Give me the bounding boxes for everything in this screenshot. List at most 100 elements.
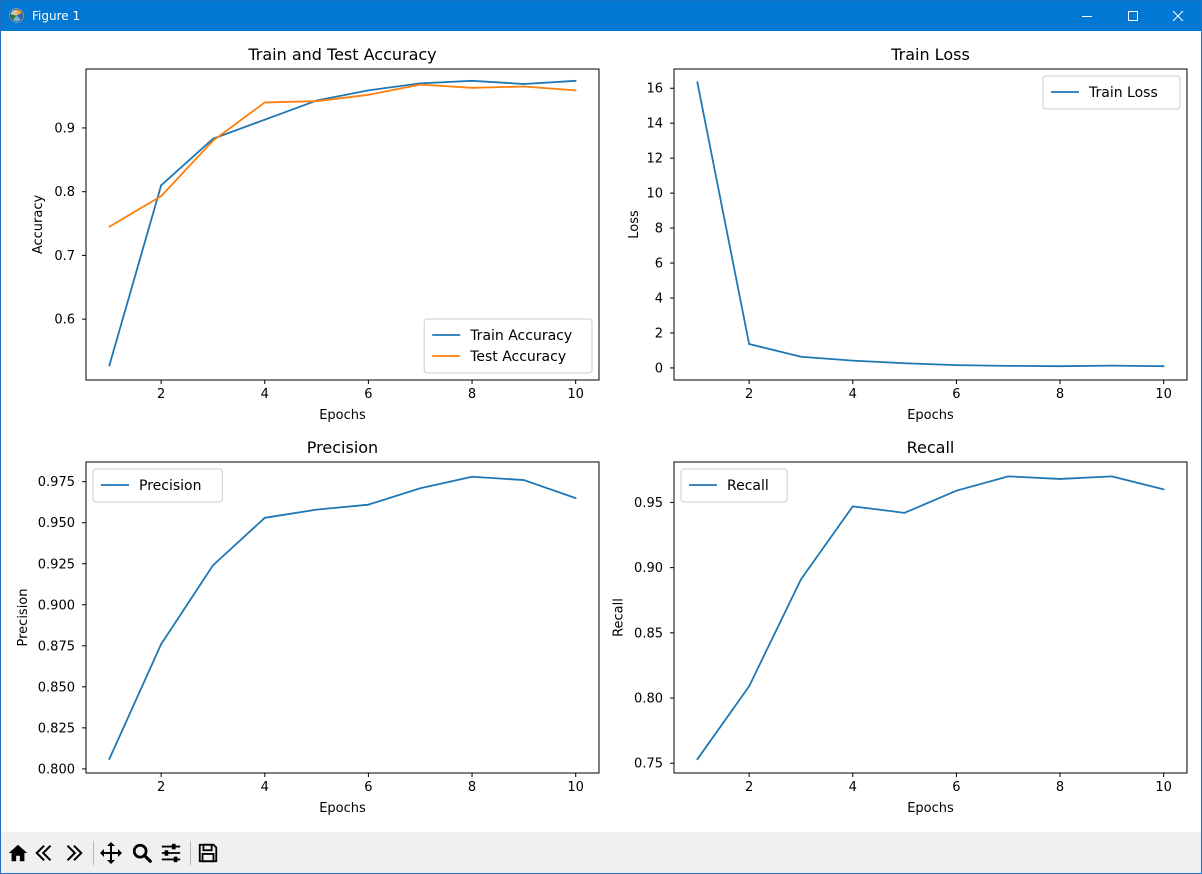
x-tick-label: 6 [952,387,960,402]
save-button[interactable] [195,840,221,866]
x-tick-label: 4 [261,387,269,402]
y-tick-label: 14 [646,117,663,132]
y-tick-label: 0.80 [634,692,663,707]
data-point [419,83,422,86]
data-point [367,503,370,506]
y-tick-label: 8 [655,222,663,237]
window-title: Figure 1 [32,9,81,23]
data-point [108,758,111,760]
back-arrow-icon [35,844,52,862]
axes-frame [85,461,600,774]
series-line-1 [696,475,1164,760]
y-tick-label: 2 [655,326,663,341]
close-icon [1172,10,1184,22]
y-tick-label: 0.75 [634,757,663,772]
data-point [851,359,854,362]
x-tick-label: 10 [1155,780,1172,795]
data-point [315,508,318,511]
data-point [955,364,958,367]
legend-box [423,318,593,374]
data-point [263,516,266,519]
x-tick-label: 2 [745,780,753,795]
legend-label: Recall [727,478,769,494]
y-axis-label: Accuracy [31,195,46,255]
pan-move-icon [100,842,122,864]
y-tick-label: 16 [646,82,663,97]
x-tick-label: 2 [745,387,753,402]
data-point [471,475,473,478]
configure-subplots-icon [161,843,181,863]
data-point [696,81,699,84]
back-button[interactable] [32,840,58,866]
axes-frame [673,461,1188,774]
x-tick-label: 4 [261,780,269,795]
legend: Train Accuracy Test Accuracy [423,318,593,374]
chart-title: Recall [907,438,955,457]
data-point [696,758,699,761]
y-tick-label: 0.6 [54,313,75,328]
maximize-button[interactable] [1110,1,1156,31]
legend-label: Train Loss [1088,85,1158,101]
data-point [160,195,163,198]
y-tick-label: 0.975 [38,475,75,490]
x-tick-label: 4 [849,780,857,795]
data-point [851,505,854,508]
data-point [903,511,906,514]
data-point [367,89,370,92]
matplotlib-logo-icon [9,8,24,23]
legend-box [680,468,788,503]
y-tick-label: 0.9 [54,121,75,136]
data-point [1162,365,1165,368]
minimize-button[interactable] [1064,1,1110,31]
zoom-magnifier-icon [132,843,152,863]
legend-box [1042,75,1181,110]
data-point [160,643,163,646]
home-button[interactable] [5,840,31,866]
subplot-2: Train Loss 2 4 6 8 10 Epochs 0 2 4 6 8 10 12 14 16 Loss T… [627,45,1188,423]
data-point [1110,475,1113,478]
x-tick-label: 8 [1056,387,1064,402]
y-tick-label: 0.875 [38,639,75,654]
subplot-4: Recall 2 4 6 8 10 Epochs 0.75 0.80 0.85 0.90 0.95 Re… [612,438,1188,816]
legend-label: Precision [139,478,201,494]
y-tick-label: 0.85 [634,626,663,641]
figure-svg[interactable]: Train and Test Accuracy 2 4 6 8 10 Epochs 0.6 0.… [1,31,1201,832]
data-point [108,225,111,228]
y-tick-label: 0.7 [54,249,75,264]
y-tick-label: 0.925 [38,557,75,572]
axes-frame [673,68,1188,381]
data-point [800,355,802,358]
home-icon [8,844,28,862]
data-point [1110,364,1113,367]
title-bar[interactable]: Figure 1 [1,1,1201,31]
y-tick-label: 0.900 [38,598,75,613]
x-tick-label: 10 [1155,387,1172,402]
figure-canvas[interactable]: Train and Test Accuracy 2 4 6 8 10 Epochs 0.6 0.… [1,31,1201,832]
forward-button[interactable] [60,840,86,866]
x-tick-label: 2 [157,387,165,402]
data-point [522,85,525,88]
data-point [748,685,751,688]
data-point [160,184,163,187]
x-tick-label: 8 [468,387,476,402]
chart-title: Precision [307,438,378,457]
close-button[interactable] [1155,1,1201,31]
y-axis-label: Loss [627,210,642,239]
data-point [955,489,958,492]
data-point [1059,365,1061,368]
data-point [522,83,525,85]
zoom-button[interactable] [129,840,155,866]
x-tick-label: 6 [364,387,372,402]
configure-subplots-button[interactable] [158,840,184,866]
chart-title: Train Loss [890,45,970,64]
x-tick-label: 6 [364,780,372,795]
legend-label: Train Accuracy [469,328,572,344]
x-axis-label: Epochs [907,408,954,423]
series-line-1 [108,79,576,366]
legend: Train Loss [1042,75,1181,110]
pan-button[interactable] [98,840,124,866]
data-point [1059,478,1061,480]
data-point [1007,364,1010,367]
y-tick-label: 0.825 [38,721,75,736]
